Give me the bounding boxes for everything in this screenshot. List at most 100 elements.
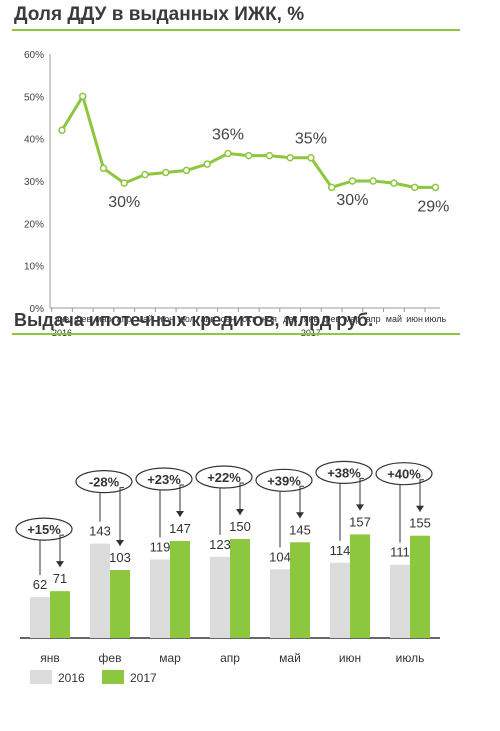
bar-2017	[290, 542, 310, 638]
legend-label-2016: 2016	[58, 671, 85, 685]
arrow-line	[239, 482, 244, 515]
value-label-2017: 145	[289, 522, 311, 537]
x-tick-label: апр	[366, 314, 381, 324]
category-label: июн	[339, 651, 361, 665]
arrow-line	[59, 534, 64, 568]
x-tick-label: фев	[74, 314, 91, 324]
value-label-2017: 71	[53, 571, 67, 586]
bar-2016	[330, 562, 350, 638]
category-label: апр	[220, 651, 240, 665]
legend-swatch-2016	[30, 670, 52, 684]
data-point	[78, 92, 87, 101]
data-point	[120, 179, 128, 187]
y-tick-label: 40%	[24, 135, 44, 146]
data-label: 35%	[295, 131, 327, 148]
x-tick-label: фев	[323, 314, 340, 324]
bar-2016	[390, 564, 410, 638]
arrow-line	[179, 484, 184, 517]
category-label: мар	[159, 651, 181, 665]
data-label: 29%	[417, 198, 449, 215]
change-bubble	[15, 517, 73, 541]
x-tick-label: авг	[201, 314, 215, 324]
value-label-2016: 143	[89, 524, 111, 539]
y-tick-label: 50%	[24, 92, 44, 103]
x-tick-label: окт	[242, 314, 255, 324]
data-point	[327, 183, 336, 192]
title-underline	[12, 29, 460, 31]
x-tick-label: июл	[178, 314, 195, 324]
x-tick-label: сен	[221, 314, 236, 324]
change-label: +38%	[327, 465, 361, 480]
x-tick-label: май	[137, 314, 153, 324]
value-label-2016: 62	[33, 577, 47, 592]
change-bubble	[375, 462, 433, 486]
data-label: 36%	[212, 126, 244, 143]
data-point	[369, 177, 377, 185]
data-point	[265, 151, 274, 160]
bar-2017	[230, 539, 250, 638]
data-point	[203, 160, 211, 168]
arrow-head	[176, 510, 184, 517]
change-label: +15%	[27, 522, 61, 537]
x-tick-label: июн	[406, 314, 423, 324]
change-label: +39%	[267, 473, 301, 488]
title-underline-2	[12, 333, 460, 335]
x-tick-label: апр	[117, 314, 132, 324]
value-label-2017: 103	[109, 550, 131, 565]
value-label-2016: 104	[269, 549, 291, 564]
bar-2016	[30, 597, 50, 638]
data-point	[99, 164, 108, 173]
data-point	[348, 177, 357, 185]
category-label: июль	[396, 651, 425, 665]
data-point	[161, 168, 170, 177]
value-label-2017: 150	[229, 519, 251, 534]
line-chart: 0%10%20%30%40%50%60%янв фев мар апр май июн ию…	[24, 50, 449, 338]
bar-chart-title: Выдача ипотечных кредитов, млрд руб.	[14, 310, 374, 330]
x-tick-label: июль	[425, 314, 447, 324]
arrow-head	[356, 504, 364, 511]
y-tick-label: 30%	[24, 177, 44, 188]
x-tick-label: янв	[304, 314, 319, 324]
x-tick-label: май	[386, 314, 402, 324]
value-label-2017: 147	[169, 521, 191, 536]
bar-2017	[110, 570, 130, 638]
arrow-line	[419, 479, 424, 512]
y-tick-label: 0%	[30, 304, 45, 315]
bar-2017	[50, 591, 70, 638]
x-tick-label: мар	[344, 314, 360, 324]
y-tick-label: 20%	[24, 219, 44, 230]
bar-2017	[170, 540, 190, 638]
x-tick-label: дек	[283, 314, 297, 324]
arrow-line	[119, 487, 124, 547]
value-label-2016: 111	[390, 545, 410, 560]
category-label: янв	[40, 651, 60, 665]
x-tick-label: июн	[157, 314, 174, 324]
category-label: фев	[99, 651, 122, 665]
change-bubble	[315, 460, 373, 484]
change-bubble	[135, 467, 193, 491]
line-chart-title: Доля ДДУ в выданных ИЖК, %	[14, 4, 305, 25]
value-label-2017: 155	[409, 516, 431, 531]
y-tick-label: 10%	[24, 262, 44, 273]
data-point	[390, 179, 398, 187]
data-point	[141, 170, 149, 179]
change-bubble	[75, 470, 133, 494]
arrow-head	[416, 505, 424, 512]
arrow-line	[359, 477, 364, 511]
data-point	[224, 149, 232, 158]
x-tick-label: мар	[95, 314, 111, 324]
x-tick-label: ноя	[262, 314, 277, 324]
value-label-2016: 119	[150, 539, 171, 554]
arrow-head	[56, 561, 64, 568]
legend-label-2017: 2017	[130, 671, 157, 685]
change-label: +40%	[387, 467, 421, 482]
change-label: +22%	[207, 470, 241, 485]
arrow-head	[236, 509, 244, 515]
arrow-head	[296, 512, 304, 519]
data-label: 30%	[336, 192, 368, 209]
value-label-2016: 123	[209, 537, 231, 552]
data-point	[244, 151, 253, 160]
bar-2016	[90, 543, 110, 638]
y-tick-label: 60%	[24, 50, 44, 61]
